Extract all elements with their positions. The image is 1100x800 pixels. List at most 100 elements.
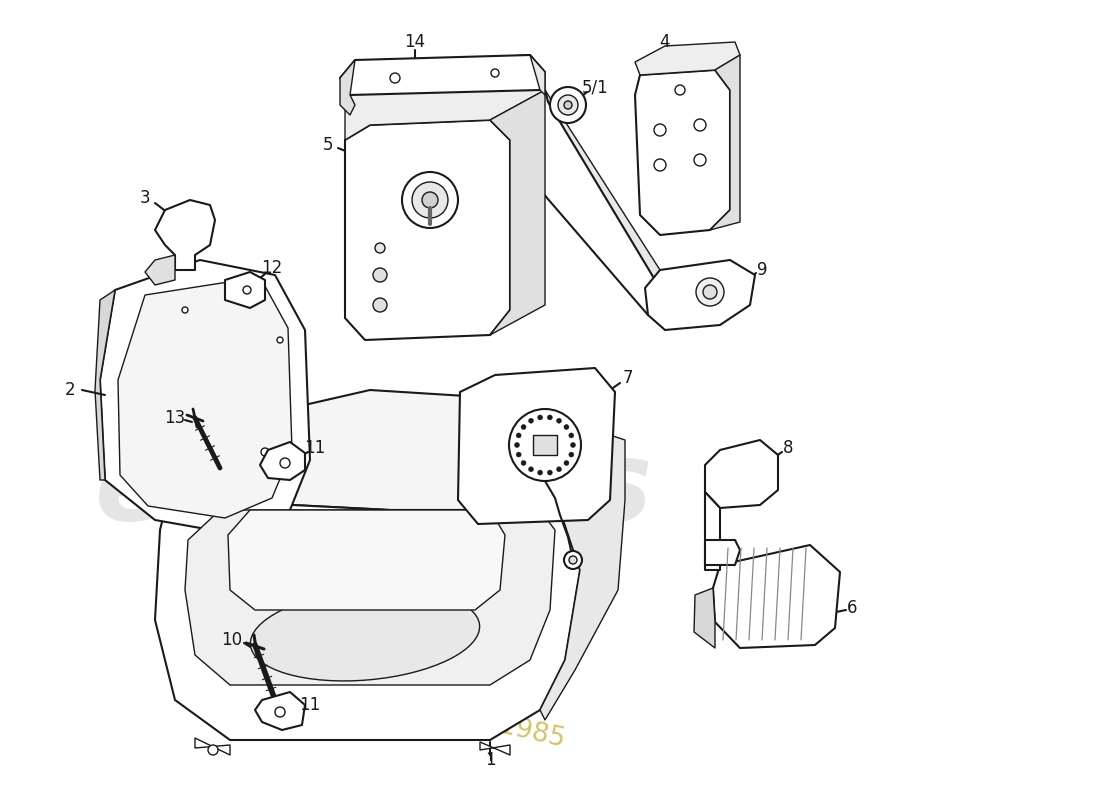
Circle shape	[557, 418, 561, 423]
Polygon shape	[694, 588, 715, 648]
Circle shape	[515, 442, 519, 447]
Polygon shape	[510, 90, 654, 315]
Polygon shape	[458, 368, 615, 524]
Circle shape	[696, 278, 724, 306]
Polygon shape	[118, 277, 292, 518]
Polygon shape	[480, 742, 510, 755]
Circle shape	[243, 286, 251, 294]
Polygon shape	[175, 390, 600, 510]
Circle shape	[402, 172, 458, 228]
Circle shape	[564, 101, 572, 109]
Circle shape	[694, 154, 706, 166]
Circle shape	[422, 192, 438, 208]
Circle shape	[654, 124, 666, 136]
Circle shape	[516, 452, 521, 457]
Text: 1: 1	[485, 751, 495, 769]
Polygon shape	[540, 430, 625, 720]
Polygon shape	[635, 70, 730, 235]
Circle shape	[675, 85, 685, 95]
Circle shape	[654, 159, 666, 171]
Circle shape	[564, 425, 569, 430]
Circle shape	[491, 69, 499, 77]
Polygon shape	[228, 510, 505, 610]
Polygon shape	[710, 55, 740, 230]
Polygon shape	[530, 55, 544, 95]
Text: 7: 7	[623, 369, 634, 387]
Circle shape	[538, 415, 542, 420]
Polygon shape	[645, 260, 755, 330]
Circle shape	[557, 466, 561, 472]
Text: 6: 6	[847, 599, 857, 617]
Text: 5/1: 5/1	[582, 79, 608, 97]
Polygon shape	[705, 440, 778, 508]
Circle shape	[548, 415, 552, 420]
Circle shape	[509, 409, 581, 481]
Circle shape	[528, 466, 534, 472]
Circle shape	[550, 87, 586, 123]
Polygon shape	[95, 290, 116, 480]
Text: 5: 5	[322, 136, 333, 154]
Circle shape	[208, 745, 218, 755]
Circle shape	[564, 551, 582, 569]
Text: euro: euro	[95, 437, 381, 543]
Text: a passion for parts since 1985: a passion for parts since 1985	[173, 638, 568, 753]
Circle shape	[528, 418, 534, 423]
Circle shape	[373, 268, 387, 282]
Text: 14: 14	[405, 33, 426, 51]
Polygon shape	[490, 90, 544, 335]
Polygon shape	[255, 692, 305, 730]
Text: 8: 8	[783, 439, 793, 457]
Circle shape	[375, 243, 385, 253]
Circle shape	[390, 73, 400, 83]
Circle shape	[275, 707, 285, 717]
Circle shape	[521, 461, 526, 466]
Polygon shape	[260, 442, 305, 480]
Polygon shape	[534, 435, 557, 455]
Polygon shape	[226, 272, 265, 308]
Text: 4: 4	[660, 33, 670, 51]
Circle shape	[703, 285, 717, 299]
Polygon shape	[345, 55, 544, 140]
Text: 11: 11	[299, 696, 320, 714]
Text: 11: 11	[305, 439, 326, 457]
Polygon shape	[544, 90, 660, 280]
Polygon shape	[635, 42, 740, 75]
Polygon shape	[185, 510, 556, 685]
Polygon shape	[345, 120, 510, 340]
Polygon shape	[340, 60, 355, 115]
Polygon shape	[195, 738, 230, 755]
Text: 12: 12	[262, 259, 283, 277]
Ellipse shape	[251, 589, 480, 681]
Circle shape	[564, 461, 569, 466]
Circle shape	[569, 452, 574, 457]
Circle shape	[182, 307, 188, 313]
Polygon shape	[155, 470, 580, 740]
Circle shape	[558, 95, 578, 115]
Polygon shape	[145, 255, 175, 285]
Circle shape	[521, 425, 526, 430]
Circle shape	[548, 470, 552, 475]
Circle shape	[412, 182, 448, 218]
Circle shape	[373, 298, 387, 312]
Circle shape	[261, 448, 270, 456]
Text: 2: 2	[65, 381, 75, 399]
Circle shape	[571, 442, 575, 447]
Circle shape	[569, 556, 578, 564]
Polygon shape	[100, 260, 310, 535]
Circle shape	[280, 458, 290, 468]
Polygon shape	[705, 540, 740, 565]
Circle shape	[694, 119, 706, 131]
Text: 10: 10	[221, 631, 243, 649]
Circle shape	[538, 470, 542, 475]
Circle shape	[516, 433, 521, 438]
Text: 9: 9	[757, 261, 768, 279]
Circle shape	[569, 433, 574, 438]
Text: 13: 13	[164, 409, 186, 427]
Text: 3: 3	[140, 189, 151, 207]
Text: Parts: Parts	[330, 437, 653, 543]
Polygon shape	[155, 200, 214, 270]
Circle shape	[277, 337, 283, 343]
Polygon shape	[340, 55, 544, 95]
Polygon shape	[705, 492, 720, 570]
Polygon shape	[713, 545, 840, 648]
